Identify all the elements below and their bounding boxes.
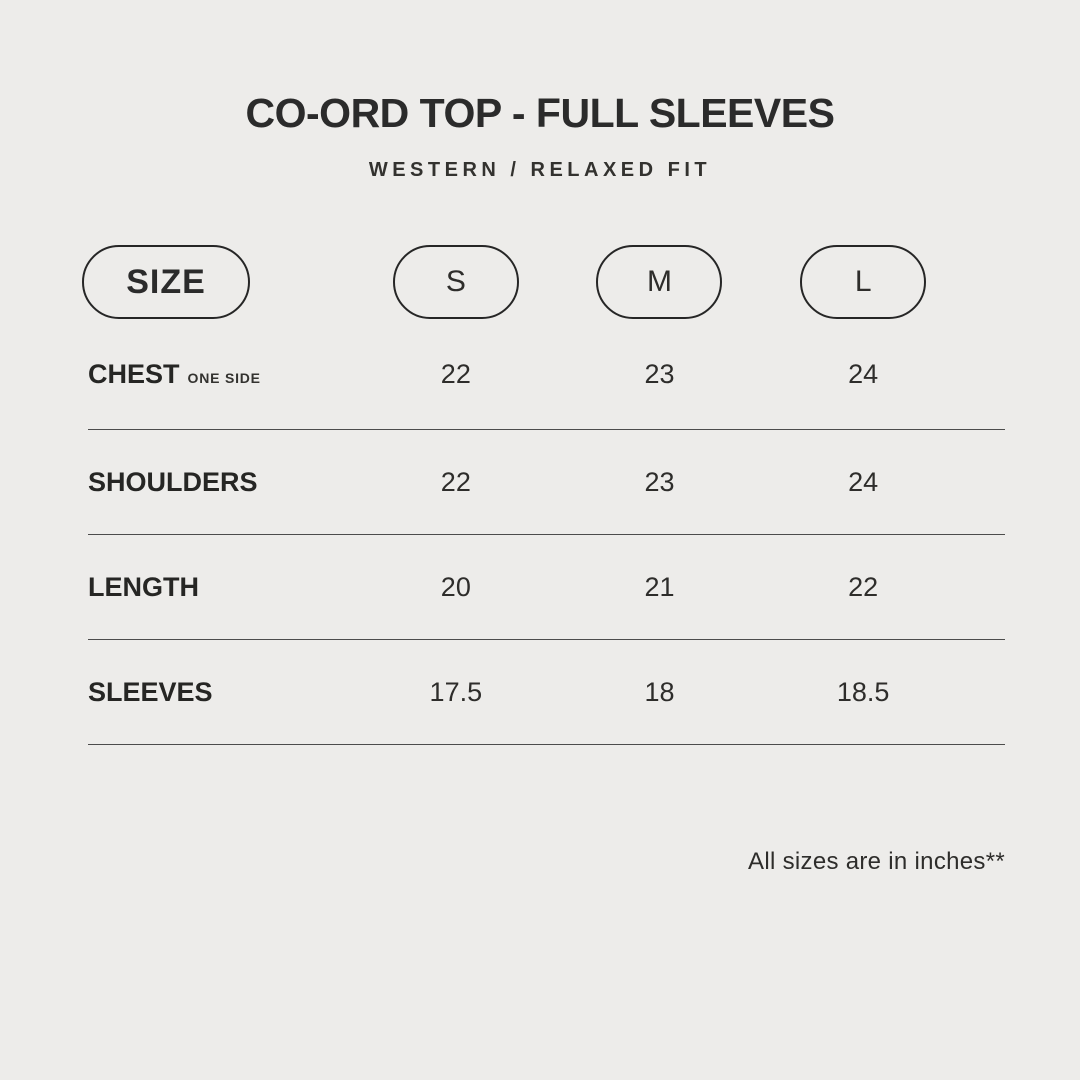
table-row-chest: CHEST ONE SIDE 22 23 24 <box>88 320 1005 430</box>
measurement-value: 22 <box>440 466 471 497</box>
row-label: CHEST ONE SIDE <box>88 359 354 390</box>
row-label: SLEEVES <box>88 677 354 708</box>
row-label-text: CHEST <box>88 359 180 389</box>
table-row-sleeves: SLEEVES 17.5 18 18.5 <box>88 640 1005 745</box>
size-pill-m: M <box>596 245 723 319</box>
size-chart-table: SIZE S M L CHEST ONE SIDE 22 23 24 SHOULD… <box>82 244 1005 745</box>
page-title: CO-ORD TOP - FULL SLEEVES <box>245 90 835 136</box>
measurement-value: 20 <box>440 571 471 602</box>
measurement-value: 18 <box>644 676 675 707</box>
size-header-pill: SIZE <box>82 245 250 319</box>
page-subtitle: WESTERN / RELAXED FIT <box>368 159 712 181</box>
measurement-value: 17.5 <box>429 676 483 707</box>
page-header: CO-ORD TOP - FULL SLEEVES WESTERN / RELA… <box>0 0 1080 182</box>
row-label-text: SHOULDERS <box>88 466 258 497</box>
measurement-value: 18.5 <box>836 676 890 707</box>
table-row-length: LENGTH 20 21 22 <box>88 535 1005 640</box>
measurement-value: 21 <box>644 571 675 602</box>
table-row-shoulders: SHOULDERS 22 23 24 <box>88 430 1005 535</box>
size-pill-s: S <box>392 245 519 319</box>
row-sublabel-text: ONE SIDE <box>187 370 261 386</box>
row-label: SHOULDERS <box>88 467 354 498</box>
measurement-value: 23 <box>644 466 675 497</box>
size-pill-l: L <box>800 245 927 319</box>
measurement-value: 22 <box>440 359 471 389</box>
measurement-value: 22 <box>848 571 879 602</box>
row-label: LENGTH <box>88 572 354 603</box>
row-label-text: SLEEVES <box>88 676 213 707</box>
measurement-value: 24 <box>848 466 879 497</box>
row-label-text: LENGTH <box>88 571 199 602</box>
measurement-value: 24 <box>848 359 879 389</box>
size-header-row: SIZE S M L <box>82 244 1005 320</box>
units-note: All sizes are in inches** <box>748 848 1005 875</box>
measurement-value: 23 <box>644 359 675 389</box>
